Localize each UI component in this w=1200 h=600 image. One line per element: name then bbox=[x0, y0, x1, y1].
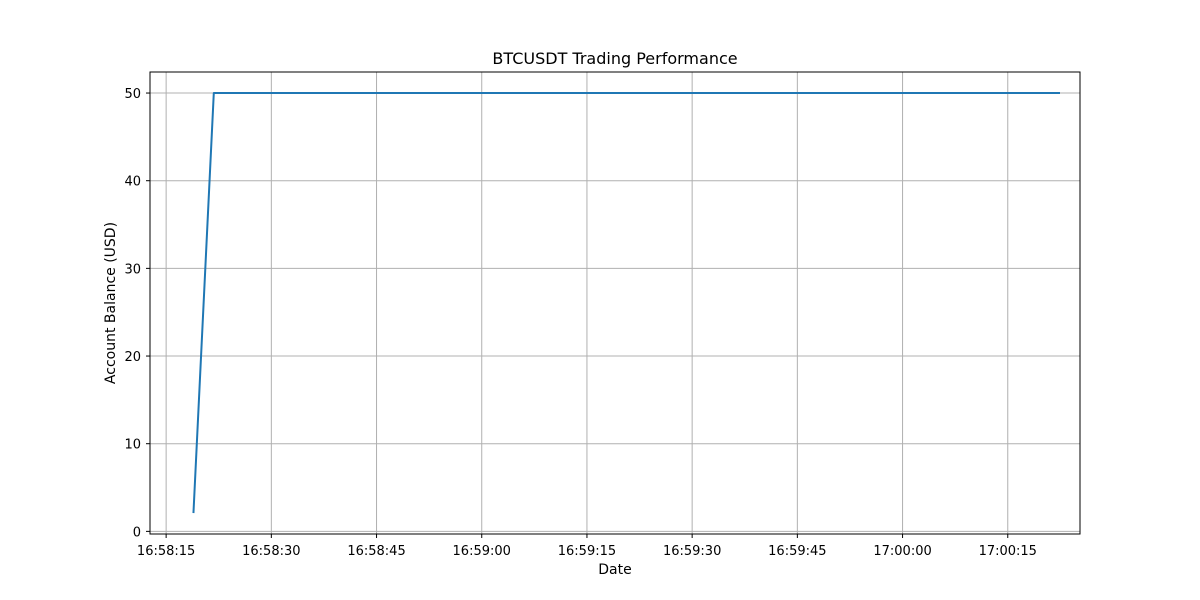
y-tick-label: 20 bbox=[124, 350, 141, 365]
chart-title: BTCUSDT Trading Performance bbox=[492, 49, 737, 68]
grid bbox=[150, 72, 1080, 534]
y-tick-label: 0 bbox=[133, 525, 141, 540]
x-tick-label: 17:00:00 bbox=[873, 544, 931, 559]
y-tick-label: 30 bbox=[124, 262, 141, 277]
y-axis: 0 10 20 30 40 50 bbox=[124, 87, 150, 540]
x-axis: 16:58:15 16:58:30 16:58:45 16:59:00 16:59:15… bbox=[137, 534, 1037, 559]
x-tick-label: 16:58:30 bbox=[242, 544, 300, 559]
x-tick-label: 16:59:45 bbox=[768, 544, 826, 559]
plot-area-frame bbox=[149, 71, 1081, 535]
x-tick-label: 17:00:15 bbox=[979, 544, 1037, 559]
x-tick-label: 16:59:00 bbox=[453, 544, 511, 559]
x-tick-label: 16:58:15 bbox=[137, 544, 195, 559]
y-tick-label: 10 bbox=[124, 438, 141, 453]
balance-series-line bbox=[192, 92, 1060, 514]
x-axis-title: Date bbox=[598, 562, 631, 578]
y-tick-label: 50 bbox=[124, 87, 141, 102]
x-tick-label: 16:59:15 bbox=[558, 544, 616, 559]
y-tick-label: 40 bbox=[124, 175, 141, 190]
series-layer bbox=[192, 92, 1060, 514]
x-tick-label: 16:59:30 bbox=[663, 544, 721, 559]
y-axis-title: Account Balance (USD) bbox=[103, 222, 119, 384]
x-tick-label: 16:58:45 bbox=[347, 544, 405, 559]
